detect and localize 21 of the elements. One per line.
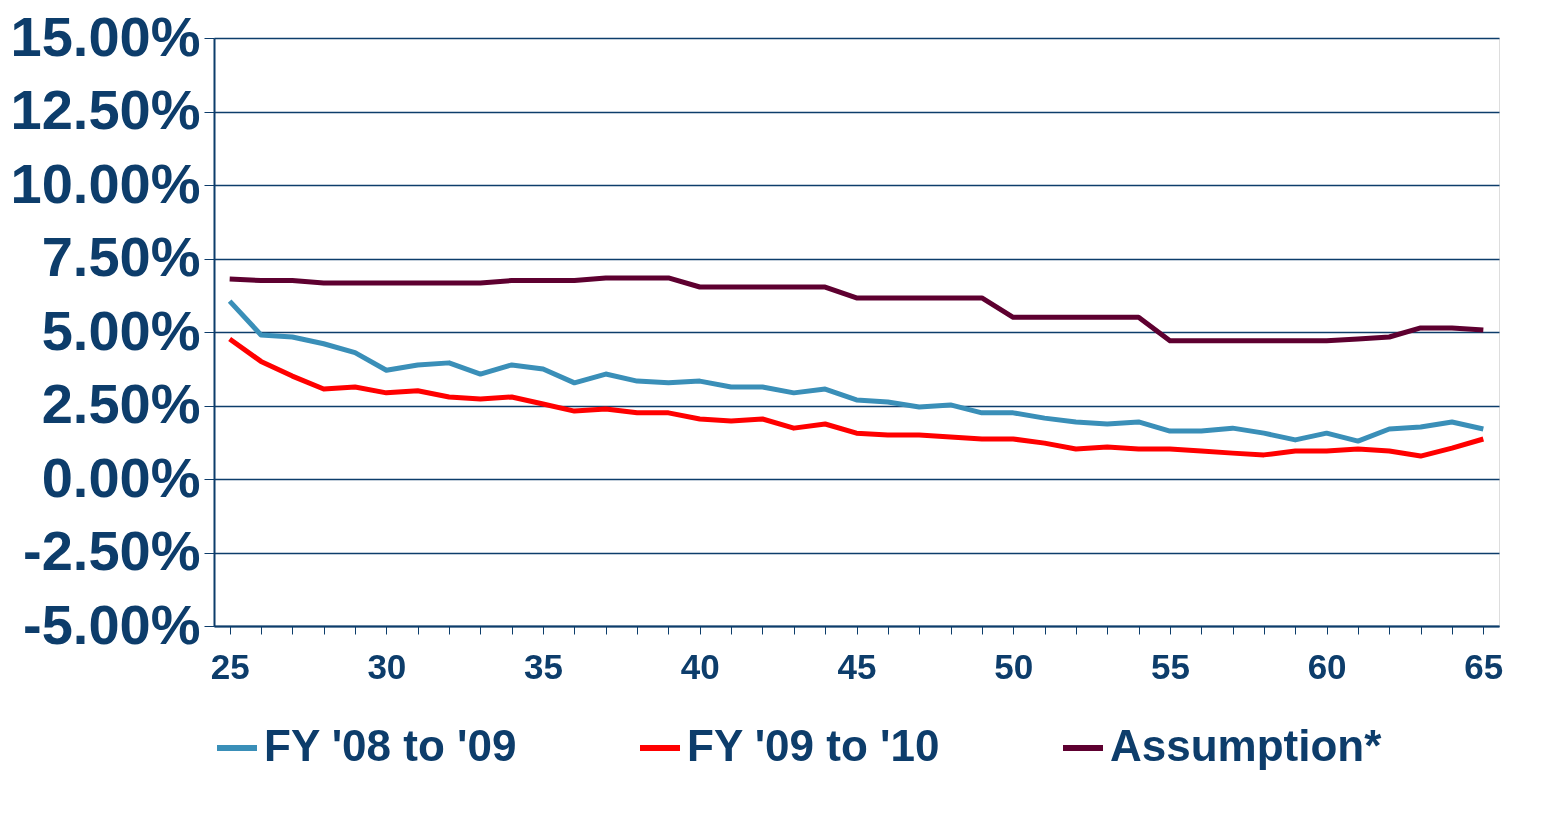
x-tick-label: 25 [210,646,250,686]
x-tick-label: 50 [994,646,1034,686]
y-tick-label: -2.50% [23,519,201,582]
x-tick-label: 65 [1464,646,1504,686]
x-tick-label: 40 [680,646,720,686]
x-tick-label: 45 [837,646,877,686]
y-tick-label: -5.00% [23,592,201,656]
y-tick-label: 0.00% [41,445,201,509]
y-tick-label: 7.50% [41,225,201,288]
x-tick-label: 60 [1307,646,1347,686]
x-tick-label: 30 [367,646,407,686]
y-tick-label: 2.50% [41,372,201,435]
y-tick-label: 15.00% [10,4,201,68]
y-tick-label: 10.00% [10,151,201,215]
legend-label: FY '08 to '09 [264,721,517,770]
legend-label: Assumption* [1110,721,1383,770]
legend-label: FY '09 to '10 [687,721,940,770]
y-tick-label: 5.00% [41,298,201,362]
y-tick-label: 12.50% [10,78,201,141]
x-tick-label: 35 [524,646,564,686]
x-tick-label: 55 [1150,646,1190,686]
